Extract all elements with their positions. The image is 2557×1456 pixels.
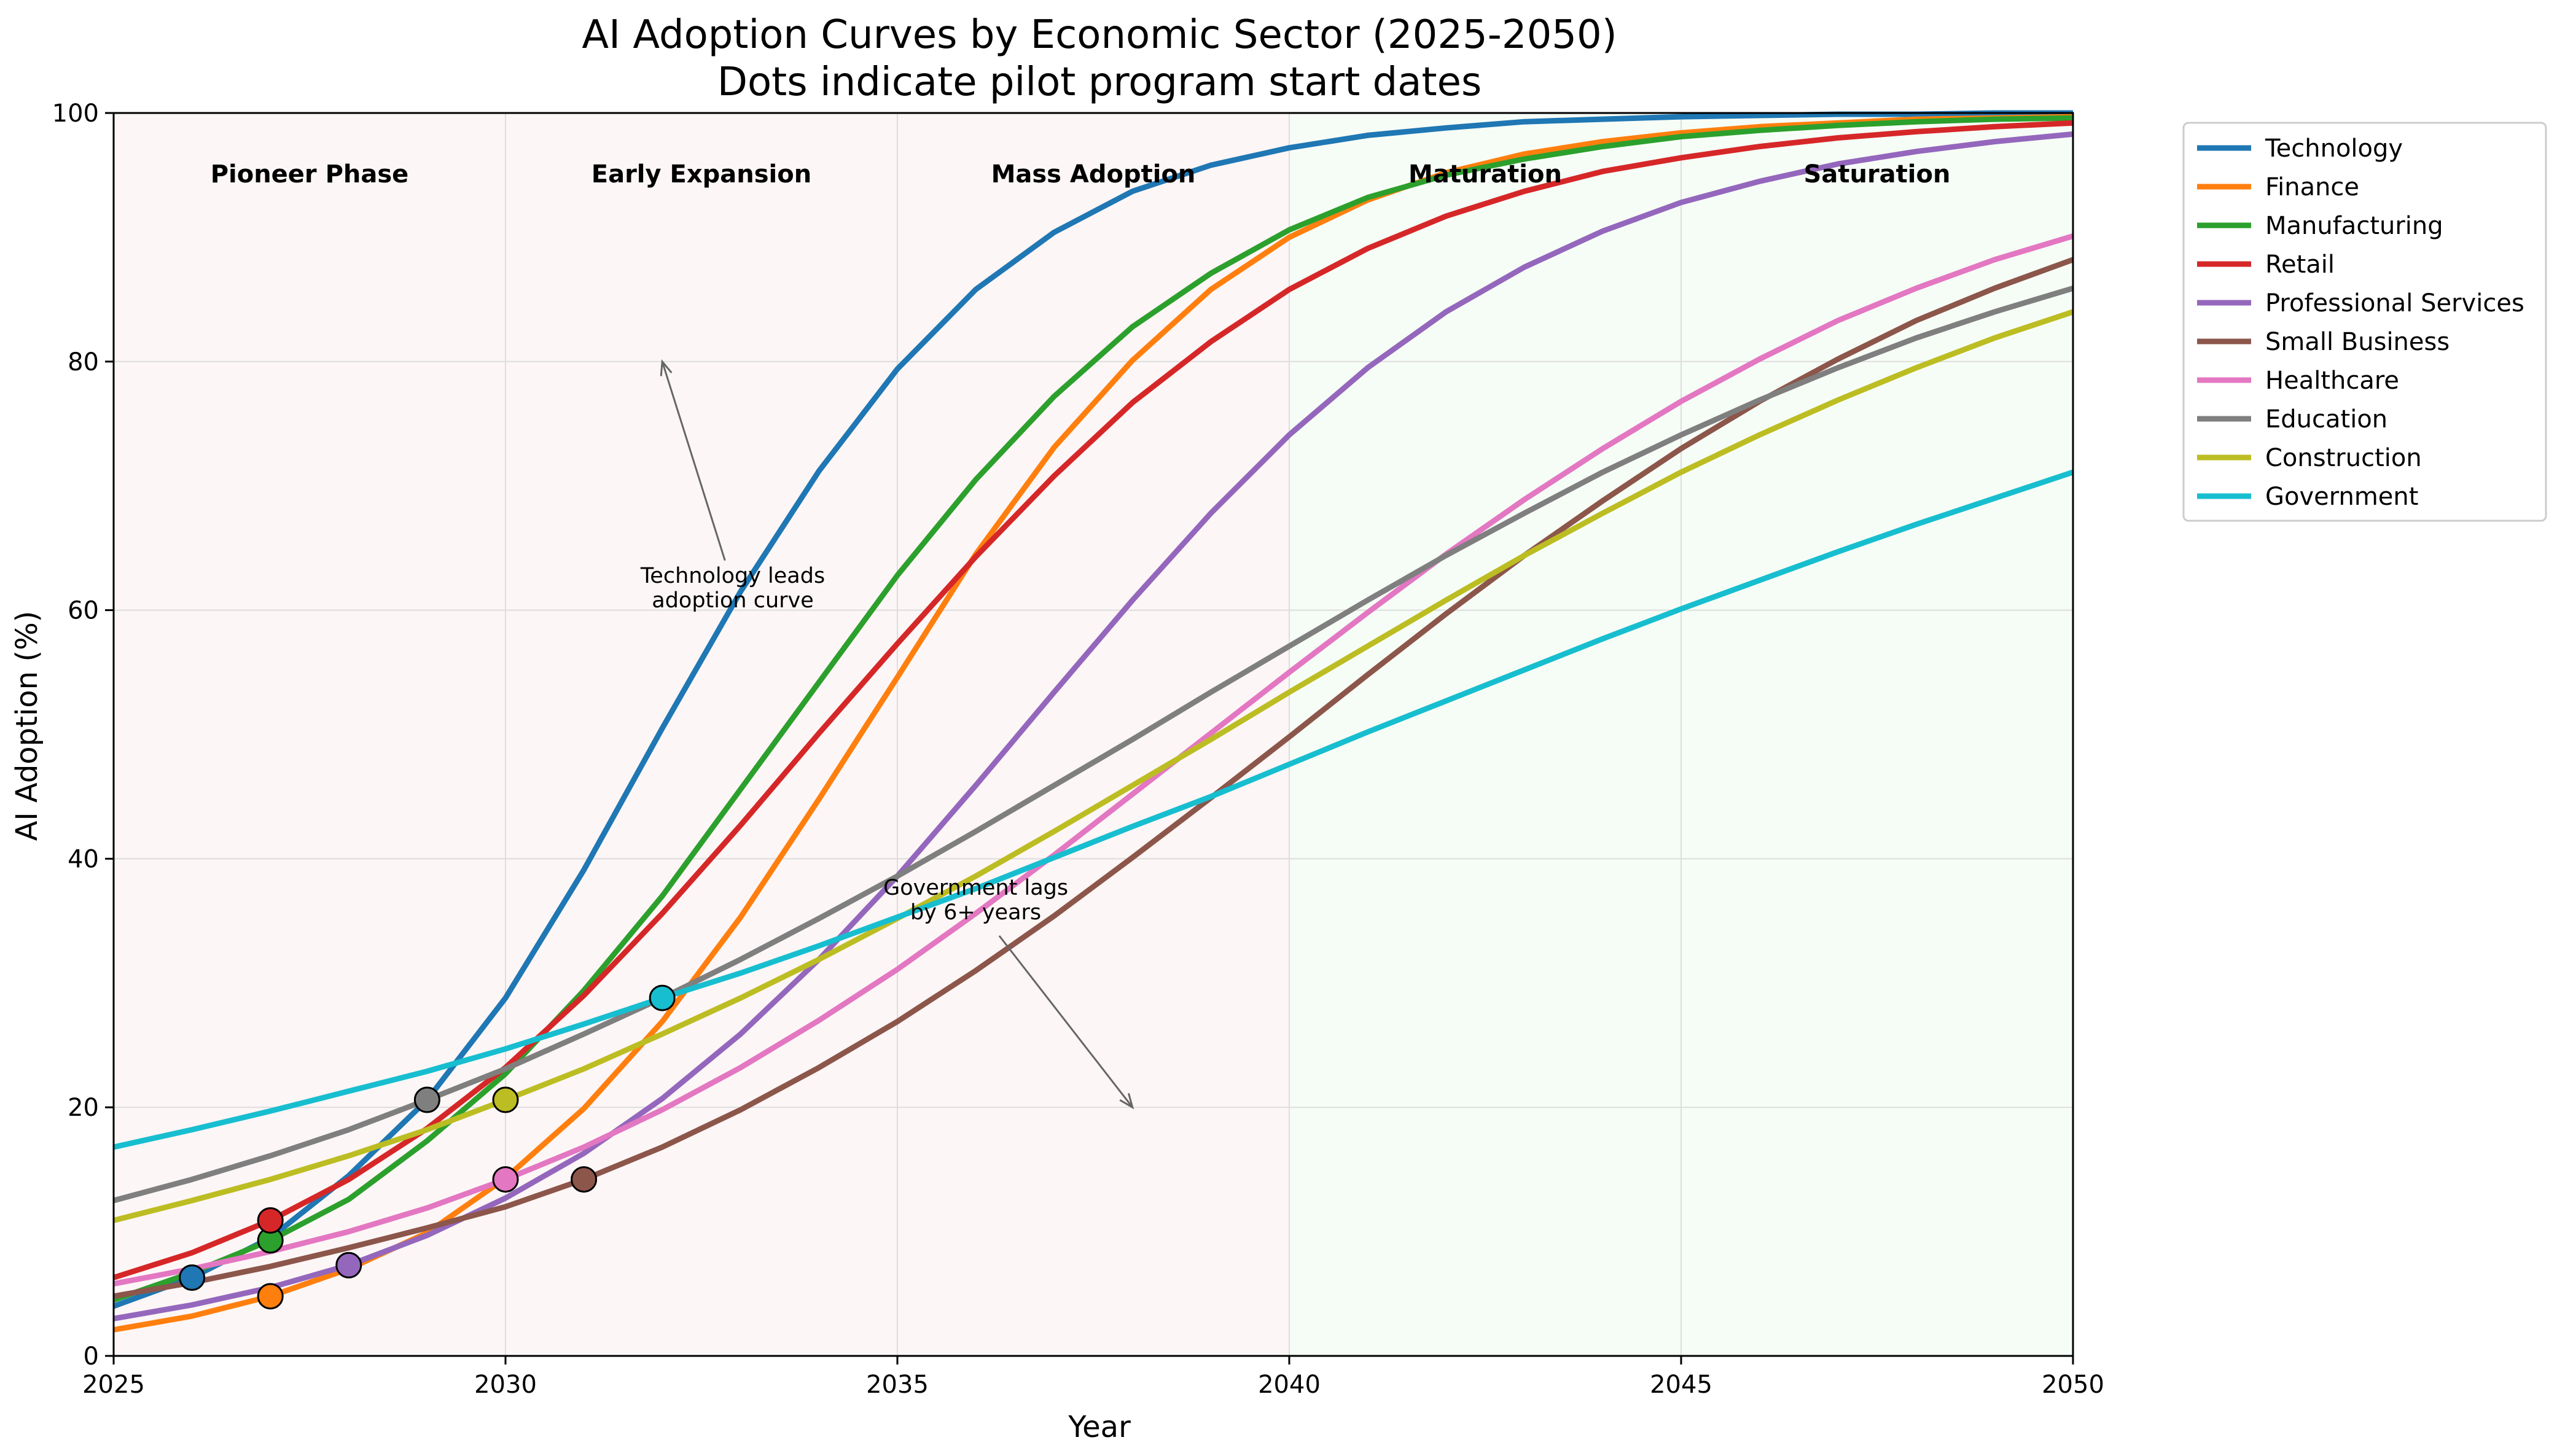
phase-label: Saturation <box>1804 160 1951 189</box>
pilot-dot-education <box>413 1086 440 1113</box>
legend-label: Retail <box>2265 251 2335 279</box>
legend-item: Construction <box>2197 444 2422 472</box>
annotation-arrow <box>661 361 726 561</box>
x-tick-label: 2030 <box>474 1371 537 1399</box>
legend-label: Manufacturing <box>2265 212 2443 240</box>
phase-band <box>897 113 1289 1356</box>
legend-label: Professional Services <box>2265 289 2524 317</box>
series-lines <box>112 110 2074 1333</box>
plot-frame <box>112 112 2074 1357</box>
legend-item: Healthcare <box>2197 367 2399 395</box>
phase-band <box>1681 113 2073 1356</box>
x-tick-label: 2045 <box>1650 1371 1712 1399</box>
series-line-healthcare <box>113 233 2074 1287</box>
phase-label: Maturation <box>1408 160 1562 189</box>
phase-label: Mass Adoption <box>991 160 1196 189</box>
x-tick-label: 2035 <box>866 1371 929 1399</box>
legend-label: Government <box>2265 483 2418 511</box>
y-tick-label: 100 <box>52 99 99 128</box>
legend-label: Finance <box>2265 173 2359 201</box>
legend-item: Technology <box>2197 134 2403 163</box>
legend-label: Healthcare <box>2265 367 2399 395</box>
legend-label: Education <box>2265 405 2387 434</box>
phase-bands <box>114 113 2073 1356</box>
y-tick-label: 60 <box>68 597 99 625</box>
legend: Technology Finance Manufacturing Retail Prof… <box>2182 122 2547 522</box>
phase-band <box>506 113 897 1356</box>
pilot-dot-healthcare <box>492 1166 519 1193</box>
legend-item: Education <box>2197 405 2387 434</box>
series-line-manufacturing <box>112 115 2074 1303</box>
chart-subtitle: Dots indicate pilot program start dates <box>717 60 1482 105</box>
legend-item: Small Business <box>2197 328 2450 356</box>
phase-band <box>114 113 506 1356</box>
legend-item: Government <box>2197 483 2418 511</box>
pilot-dot-government <box>649 984 676 1011</box>
y-tick-label: 40 <box>68 845 99 873</box>
annotation-arrowhead <box>1119 1092 1134 1110</box>
phase-label: Early Expansion <box>591 160 811 189</box>
y-axis-ticks: 0 20 40 60 80 100 <box>52 99 114 1371</box>
x-axis-label: Year <box>1068 1410 1131 1444</box>
chart-title: AI Adoption Curves by Economic Sector (2… <box>582 12 1617 58</box>
pilot-dot-small-business <box>571 1166 598 1193</box>
series-line-technology <box>112 110 2073 1309</box>
pilot-dots <box>179 984 676 1310</box>
legend-label: Construction <box>2265 444 2422 472</box>
phase-band <box>1289 113 1681 1356</box>
legend-frame <box>2182 122 2547 522</box>
series-line-government <box>113 469 2074 1150</box>
annotation-text: Technology leads <box>640 564 825 588</box>
pilot-dot-retail <box>257 1207 284 1234</box>
series-line-professional-services <box>113 131 2074 1322</box>
legend-item: Finance <box>2197 173 2359 201</box>
pilot-dot-finance <box>257 1283 284 1310</box>
series-line-education <box>112 286 2074 1204</box>
x-tick-label: 2040 <box>1258 1371 1321 1399</box>
x-tick-label: 2050 <box>2042 1371 2104 1399</box>
series-line-retail <box>112 120 2074 1280</box>
legend-item: Professional Services <box>2197 289 2524 317</box>
series-line-construction <box>112 309 2074 1223</box>
annotation-arrow <box>998 935 1133 1108</box>
legend-item: Manufacturing <box>2197 212 2443 240</box>
series-line-small-business <box>113 257 2074 1299</box>
pilot-dot-technology <box>179 1264 206 1291</box>
y-tick-label: 80 <box>68 348 99 376</box>
legend-label: Small Business <box>2265 328 2450 356</box>
phase-label: Pioneer Phase <box>211 160 409 189</box>
y-axis-label: AI Adoption (%) <box>10 611 44 841</box>
legend-label: Technology <box>2265 134 2403 163</box>
annotation-arrowhead <box>660 359 673 376</box>
annotation-text: adoption curve <box>652 588 814 613</box>
pilot-dot-professional-services <box>335 1252 362 1279</box>
pilot-dot-construction <box>492 1086 519 1113</box>
y-tick-label: 20 <box>68 1094 99 1122</box>
phase-labels: Pioneer Phase Early Expansion Mass Adoptio… <box>211 160 1951 189</box>
x-axis-ticks: 2025 2030 2035 2040 2045 2050 <box>82 1356 2104 1399</box>
annotation-text: by 6+ years <box>910 900 1041 925</box>
annotation-text: Government lags <box>883 876 1068 900</box>
legend-item: Retail <box>2197 251 2335 279</box>
x-tick-label: 2025 <box>82 1371 145 1399</box>
y-tick-label: 0 <box>84 1342 99 1371</box>
